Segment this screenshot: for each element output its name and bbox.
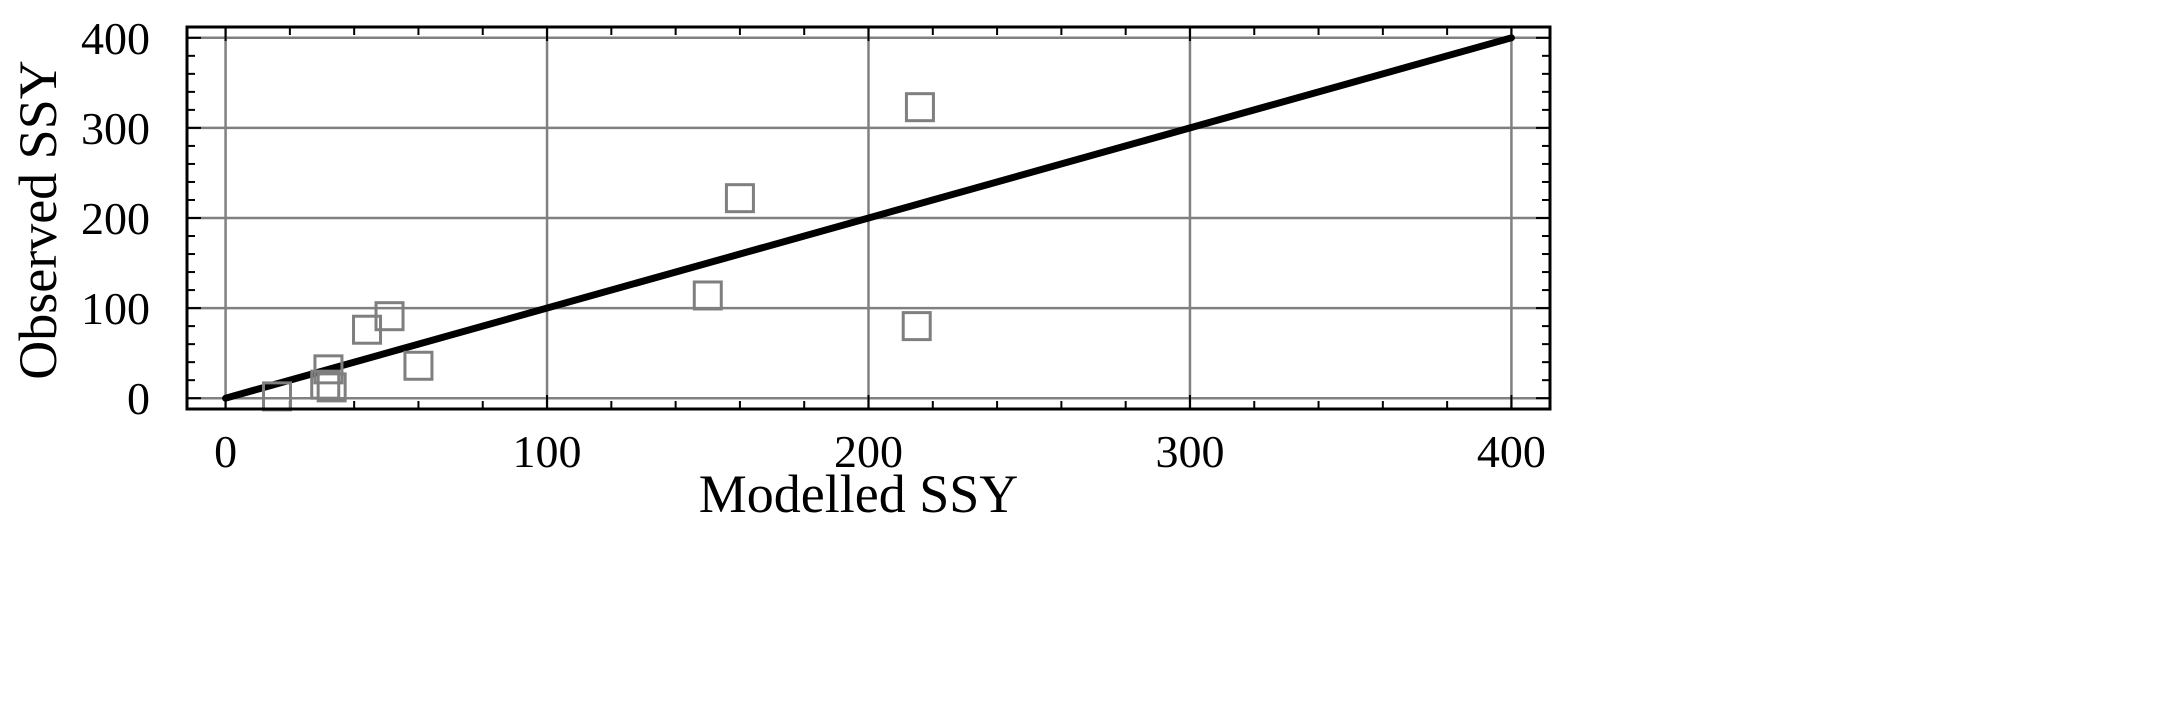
plot-frame: [185, 25, 1552, 411]
x-axis-title: Modelled SSY: [699, 464, 1019, 524]
data-point-marker: [316, 372, 347, 403]
y-tick-label: 100: [81, 283, 150, 334]
data-point-marker: [901, 311, 932, 342]
data-point-marker: [724, 183, 755, 214]
x-tick-labels: 0 100 200 300 400: [214, 426, 1546, 477]
x-tick-label: 0: [214, 426, 237, 477]
y-tick-label: 200: [81, 193, 150, 244]
y-axis-title: Observed SSY: [8, 60, 68, 380]
data-point-marker: [313, 354, 344, 385]
x-tick-label: 200: [834, 426, 903, 477]
reference-line-group: [222, 34, 1515, 402]
y-tick-label: 0: [127, 373, 150, 424]
y-tick-label: 300: [81, 103, 150, 154]
data-point-marker: [310, 369, 341, 400]
x-tick-label: 100: [513, 426, 582, 477]
data-point-marker: [692, 280, 723, 311]
one-to-one-line: [222, 34, 1515, 402]
y-tick-label: 400: [81, 13, 150, 64]
data-point-marker: [403, 350, 434, 381]
data-point-marker: [904, 92, 935, 123]
x-tick-label: 400: [1477, 426, 1546, 477]
data-point-marker: [374, 301, 405, 332]
x-tick-label: 300: [1155, 426, 1224, 477]
y-tick-labels: 0 100 200 300 400: [81, 13, 150, 424]
data-points: [262, 92, 935, 412]
